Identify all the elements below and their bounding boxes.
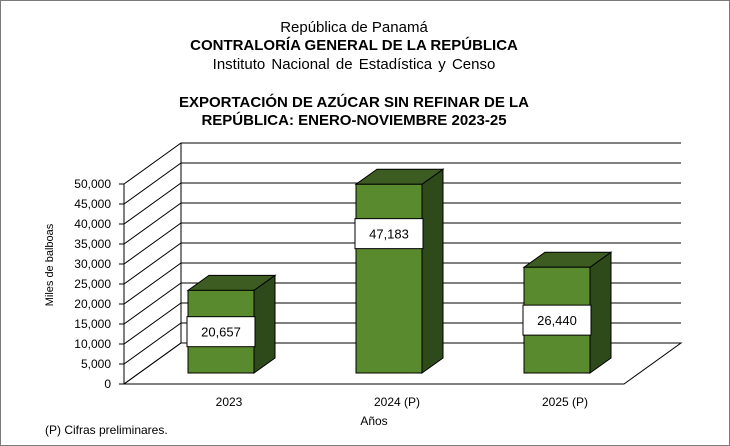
gridline — [123, 282, 681, 325]
gridline — [123, 322, 681, 365]
institute-name: Instituto Nacional de Estadística y Cens… — [212, 56, 496, 73]
y-tick-label: 40,000 — [74, 217, 111, 231]
gridline — [123, 202, 681, 245]
y-axis-label: Miles de balboas — [44, 223, 56, 306]
gridline — [123, 342, 681, 385]
y-tick-label: 5,000 — [81, 357, 111, 371]
gridline — [123, 262, 681, 305]
bar-side — [589, 251, 612, 374]
bar — [355, 183, 423, 374]
x-tick-label: 2025 (P) — [542, 395, 588, 409]
footnote: (P) Cifras preliminares. — [45, 423, 168, 437]
data-label-box — [354, 218, 424, 250]
data-label-box — [522, 304, 592, 336]
x-axis-label: Años — [360, 414, 387, 428]
country-name: República de Panamá — [280, 19, 428, 36]
data-label: 47,183 — [369, 227, 409, 242]
y-tick-label: 20,000 — [74, 297, 111, 311]
y-tick-label: 25,000 — [74, 277, 111, 291]
gridline — [123, 182, 681, 225]
gridline — [123, 162, 681, 205]
bar-side — [253, 274, 276, 374]
institution-name: CONTRALORÍA GENERAL DE LA REPÚBLICA — [190, 37, 518, 54]
x-tick-label: 2024 (P) — [374, 395, 420, 409]
y-tick-label: 0 — [104, 377, 111, 391]
gridline — [123, 302, 681, 345]
y-tick-label: 45,000 — [74, 197, 111, 211]
y-tick-label: 30,000 — [74, 257, 111, 271]
y-tick-label: 10,000 — [74, 337, 111, 351]
data-label: 20,657 — [201, 325, 241, 340]
chart-title-line-1: EXPORTACIÓN DE AZÚCAR SIN REFINAR DE LA — [178, 94, 529, 111]
data-label-box — [186, 316, 256, 348]
bar-side — [421, 168, 444, 374]
y-tick-label: 15,000 — [74, 317, 111, 331]
chart-title-line-2: REPÚBLICA: ENERO-NOVIEMBRE 2023-25 — [201, 112, 507, 129]
gridline — [123, 242, 681, 285]
x-tick-label: 2023 — [216, 395, 243, 409]
data-label: 26,440 — [537, 313, 577, 328]
y-tick-label: 50,000 — [74, 177, 111, 191]
gridline — [123, 142, 681, 185]
y-tick-label: 35,000 — [74, 237, 111, 251]
gridline — [123, 222, 681, 265]
